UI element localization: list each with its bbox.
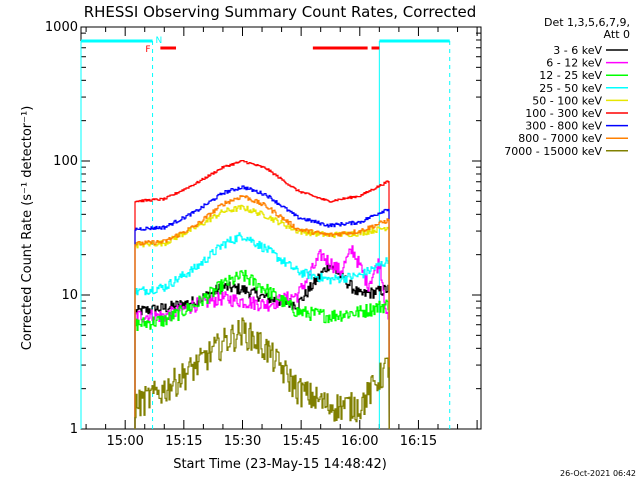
footer-date: 26-Oct-2021 06:42	[560, 469, 636, 478]
legend-entry-label: 25 - 50 keV	[539, 82, 602, 95]
legend-entry-label: 800 - 7000 keV	[518, 132, 602, 145]
legend-entry-label: 50 - 100 keV	[532, 94, 602, 107]
y-tick-label: 10	[61, 288, 78, 303]
y-tick-label: 1	[70, 422, 78, 437]
night-mark-label: N	[156, 36, 163, 46]
chart-title: RHESSI Observing Summary Count Rates, Co…	[84, 3, 477, 21]
x-tick-label: 15:45	[282, 434, 319, 449]
series-line-6-12keV	[134, 245, 390, 430]
x-tick-label: 16:15	[400, 434, 437, 449]
legend-header-line2: Att 0	[604, 28, 630, 41]
y-axis-label: Corrected Count Rate (s⁻¹ detector⁻¹)	[20, 106, 35, 351]
legend-entry-label: 7000 - 15000 keV	[504, 145, 602, 158]
series-line-300-800keV	[134, 185, 390, 430]
x-tick-label: 15:15	[165, 434, 202, 449]
flare-mark-label: F	[145, 45, 150, 55]
x-tick-label: 15:00	[106, 434, 143, 449]
x-tick-label: 16:00	[341, 434, 378, 449]
y-tick-label: 100	[53, 154, 78, 169]
series-line-100-300keV	[134, 160, 390, 430]
legend-header-line1: Det 1,3,5,6,7,9,	[544, 16, 630, 29]
legend-entry-label: 3 - 6 keV	[553, 44, 602, 57]
legend-entry-label: 100 - 300 keV	[525, 107, 602, 120]
series-line-25-50keV	[134, 232, 390, 430]
legend-entry-label: 6 - 12 keV	[546, 57, 602, 70]
series-line-7000-15000keV	[134, 317, 390, 430]
series-line-800-7000keV	[134, 195, 390, 430]
y-tick-label: 1000	[45, 20, 78, 35]
series-line-12-25keV	[134, 269, 390, 430]
x-axis-label: Start Time (23-May-15 14:48:42)	[173, 457, 387, 472]
legend-entry-label: 300 - 800 keV	[525, 120, 602, 133]
x-tick-label: 15:30	[224, 434, 261, 449]
legend-entry-label: 12 - 25 keV	[539, 69, 602, 82]
series-line-3-6keV	[134, 262, 390, 430]
